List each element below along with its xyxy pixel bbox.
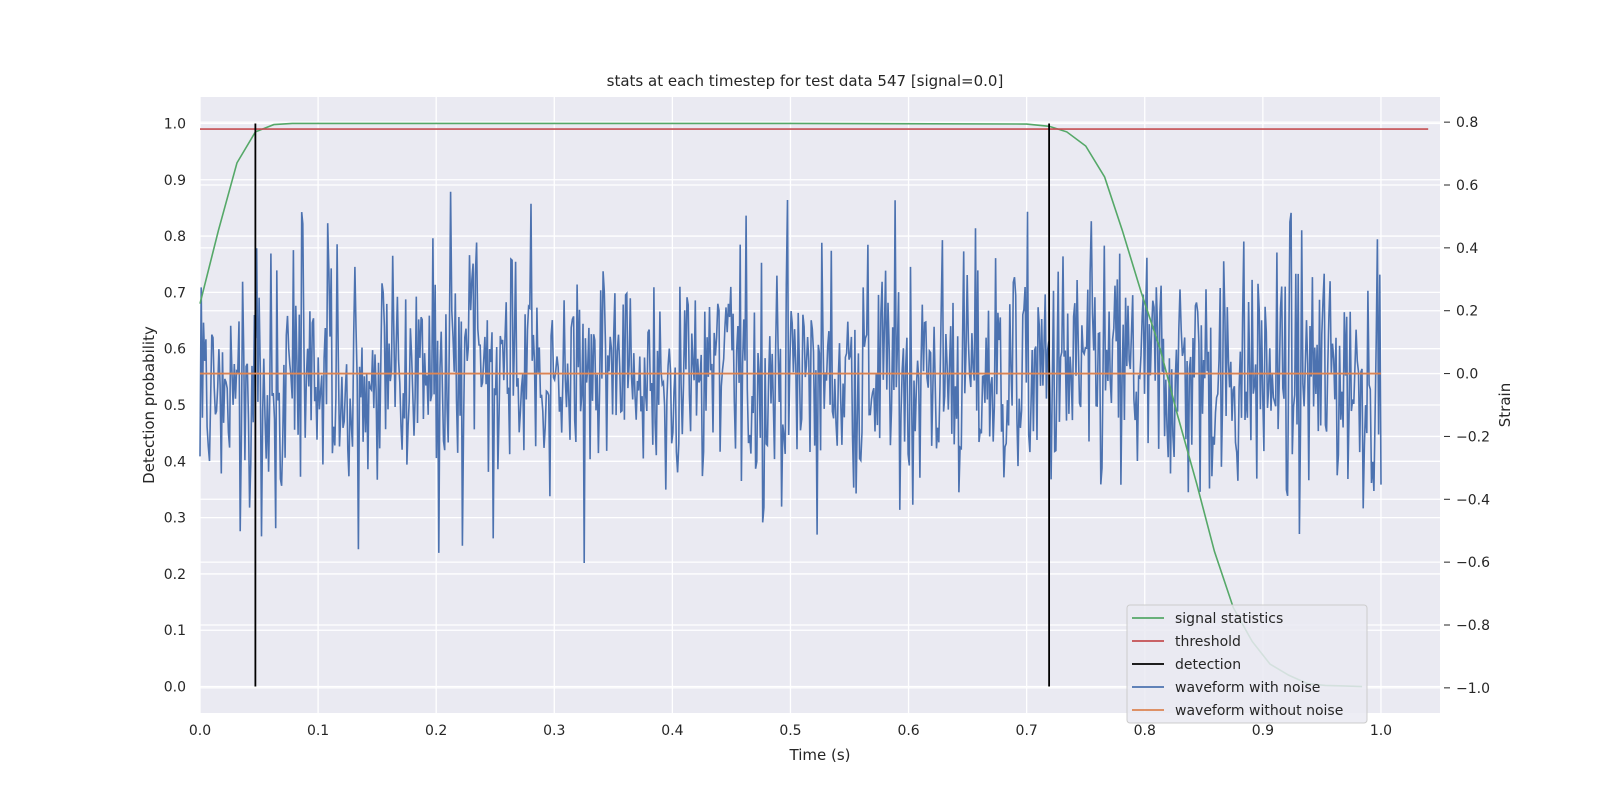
legend-label: waveform without noise xyxy=(1175,703,1343,719)
legend-label: signal statistics xyxy=(1175,611,1283,627)
x-tick-label: 0.6 xyxy=(897,723,919,739)
y-tick-label: 0.3 xyxy=(164,511,186,527)
legend: signal statistics threshold detection wavef… xyxy=(1126,604,1368,724)
series-waveform-with-noise xyxy=(199,191,1382,564)
y2-tick-label: 0.6 xyxy=(1456,178,1478,194)
y2-tick-label: 0.4 xyxy=(1456,241,1478,257)
y2-tick-label: −0.4 xyxy=(1456,492,1490,508)
legend-label: detection xyxy=(1175,657,1241,673)
y-axis: 0.0 0.1 0.2 0.3 0.4 0.5 0.6 0.7 0.8 0.9 1.0 xyxy=(164,116,186,695)
y-tick-label: 0.0 xyxy=(164,680,186,696)
y-tick-label: 0.7 xyxy=(164,285,186,301)
x-tick-label: 0.0 xyxy=(189,723,211,739)
x-axis-label: Time (s) xyxy=(789,746,851,764)
y-tick-label: 0.5 xyxy=(164,398,186,414)
y-tick-label: 0.6 xyxy=(164,342,186,358)
y-tick-label: 0.1 xyxy=(164,623,186,639)
y2-tick-label: −0.8 xyxy=(1456,618,1490,634)
x-tick-label: 0.2 xyxy=(425,723,447,739)
chart-title: stats at each timestep for test data 547… xyxy=(607,72,1004,90)
legend-label: threshold xyxy=(1175,634,1241,650)
y-tick-label: 0.8 xyxy=(164,229,186,245)
x-tick-label: 0.5 xyxy=(779,723,801,739)
x-tick-label: 0.9 xyxy=(1252,723,1274,739)
y2-tick-label: 0.8 xyxy=(1456,115,1478,131)
x-tick-label: 0.4 xyxy=(661,723,683,739)
x-tick-label: 1.0 xyxy=(1370,723,1392,739)
y2-tick-label: 0.2 xyxy=(1456,304,1478,320)
legend-box xyxy=(1126,604,1368,724)
y-axis-label: Detection probability xyxy=(140,326,158,484)
x-axis: 0.0 0.1 0.2 0.3 0.4 0.5 0.6 0.7 0.8 0.9 1.0 xyxy=(189,723,1392,739)
y-tick-label: 0.2 xyxy=(164,567,186,583)
y-tick-label: 1.0 xyxy=(164,116,186,132)
y2-axis-label: Strain xyxy=(1496,383,1514,427)
y2-tick-label: 0.0 xyxy=(1456,367,1478,383)
x-tick-label: 0.3 xyxy=(543,723,565,739)
x-tick-label: 0.8 xyxy=(1134,723,1156,739)
y-tick-label: 0.9 xyxy=(164,173,186,189)
x-tick-label: 0.7 xyxy=(1016,723,1038,739)
y2-tick-label: −1.0 xyxy=(1456,681,1490,697)
legend-label: waveform with noise xyxy=(1175,680,1320,696)
y2-axis: −1.0 −0.8 −0.6 −0.4 −0.2 0.0 0.2 0.4 0.6 0.8 xyxy=(1444,115,1490,697)
y2-tick-label: −0.6 xyxy=(1456,555,1490,571)
y-tick-label: 0.4 xyxy=(164,454,186,470)
y2-tick-label: −0.2 xyxy=(1456,429,1490,445)
x-tick-label: 0.1 xyxy=(307,723,329,739)
